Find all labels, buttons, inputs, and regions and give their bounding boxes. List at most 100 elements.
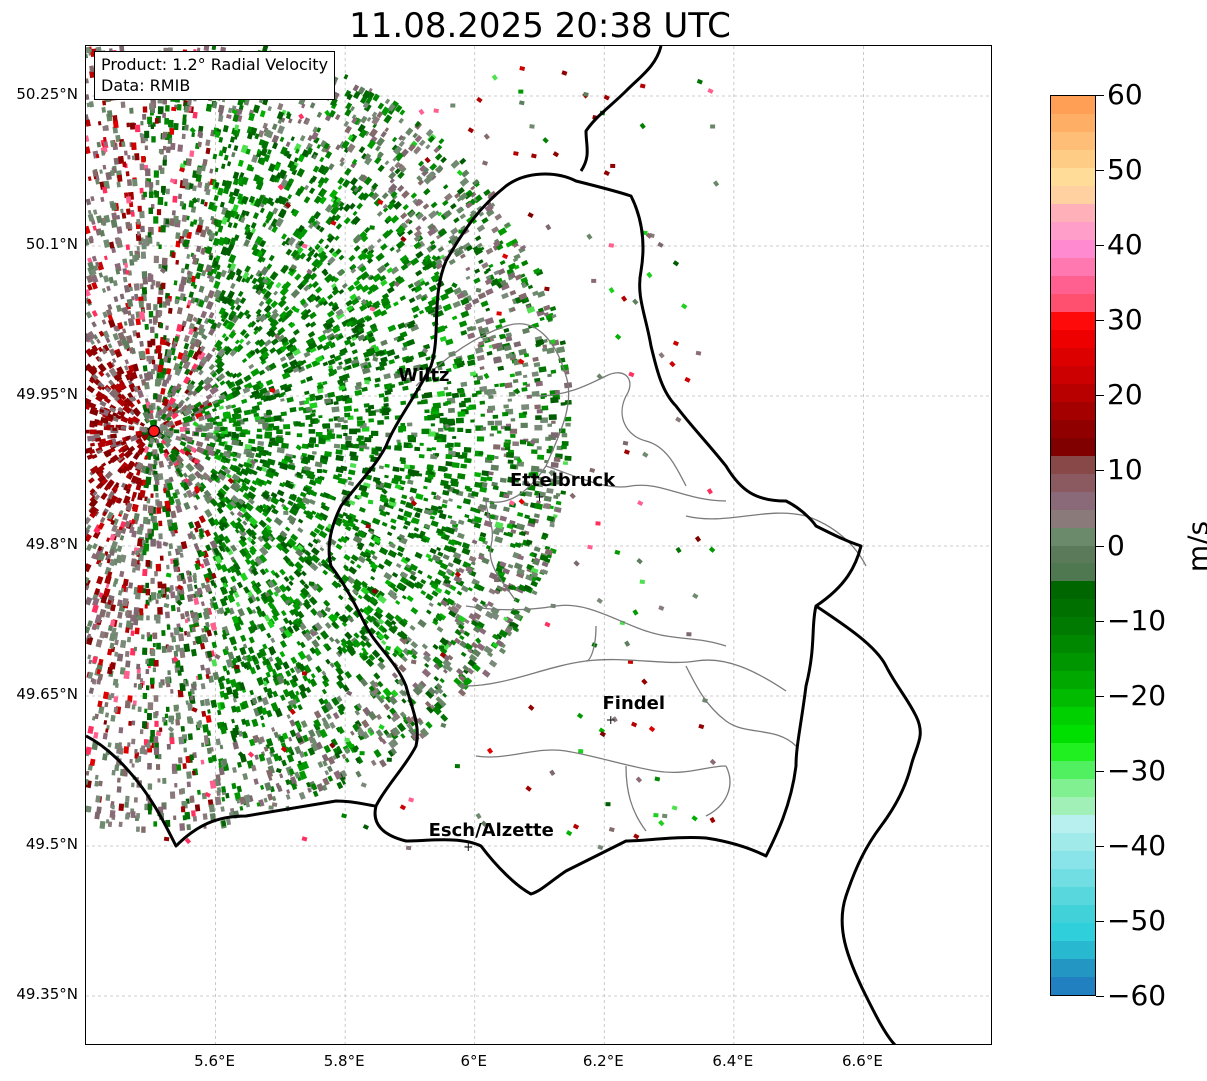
radar-echo-cell	[375, 252, 385, 262]
radar-echo-cell	[430, 273, 441, 283]
radar-echo-cell	[131, 720, 136, 726]
radar-echo-cell	[241, 398, 248, 404]
radar-echo-cell	[535, 269, 544, 277]
radar-echo-cell	[177, 193, 183, 200]
radar-echo-cell	[362, 606, 372, 616]
radar-echo-cell	[487, 420, 495, 426]
radar-echo-cell	[129, 758, 133, 764]
radar-echo-cell	[336, 674, 344, 682]
radar-echo-cell	[162, 159, 167, 166]
radar-echo-cell	[274, 707, 283, 718]
radar-echo-cell	[181, 214, 188, 223]
radar-echo-cell	[205, 422, 214, 429]
radar-echo-cell	[261, 533, 271, 543]
radar-echo-cell	[223, 312, 229, 319]
radar-echo-cell	[437, 366, 443, 371]
radar-echo-cell	[377, 735, 384, 743]
radar-echo-cell	[254, 754, 259, 760]
radar-echo-cell	[357, 421, 364, 426]
radar-echo-cell	[145, 588, 151, 596]
radar-echo-cell	[295, 721, 302, 730]
radar-echo-cell	[305, 470, 315, 478]
radar-echo-cell	[158, 520, 163, 527]
radar-echo-cell	[391, 716, 397, 723]
radar-echo-cell	[311, 258, 321, 268]
radar-echo-cell	[128, 720, 132, 726]
radar-echo-cell	[112, 332, 120, 341]
radar-echo-cell	[503, 493, 510, 499]
radar-map[interactable]: Wiltz + Ettelbruck + Findel + Esch/Alzette	[85, 45, 992, 1045]
radar-echo-cell	[520, 244, 527, 251]
radar-echo-cell	[243, 586, 250, 594]
radar-echo-cell	[280, 398, 285, 402]
radar-echo-cell	[375, 137, 385, 147]
radar-echo-cell	[103, 239, 111, 249]
radar-echo-cell	[123, 746, 129, 754]
radar-echo-cell	[430, 423, 435, 427]
radar-echo-cell	[391, 726, 401, 736]
radar-echo-cell	[442, 184, 449, 190]
radar-echo-cell	[123, 150, 128, 156]
radar-echo-cell	[465, 428, 472, 433]
radar-echo-cell	[188, 521, 195, 529]
radar-echo-cell	[397, 442, 402, 446]
radar-echo-cell	[207, 432, 214, 437]
radar-echo-cell	[197, 424, 203, 429]
radar-echo-cell	[397, 322, 406, 330]
radar-echo-cell	[94, 774, 99, 780]
radar-echo-cell	[423, 497, 429, 502]
radar-echo-cell	[150, 683, 155, 689]
radar-echo-cell	[166, 564, 170, 570]
radar-echo-cell	[260, 610, 267, 618]
radar-echo-cell	[497, 430, 502, 434]
radar-echo-cell	[109, 447, 116, 454]
radar-echo-cell	[280, 411, 287, 417]
radar-echo-cell	[294, 148, 300, 154]
radar-echo-cell	[222, 411, 232, 419]
radar-echo-cell	[255, 605, 262, 613]
radar-echo-cell	[110, 519, 116, 526]
radar-echo-cell	[399, 109, 406, 116]
radar-echo-cell	[190, 648, 197, 657]
radar-echo-cell	[280, 196, 289, 206]
radar-echo-cell	[336, 364, 343, 371]
radar-echo-cell	[182, 472, 189, 478]
radar-echo-cell	[131, 567, 137, 573]
radar-echo-cell	[271, 308, 279, 315]
radar-echo-cell	[91, 604, 99, 614]
radar-echo-cell	[297, 527, 304, 534]
radar-echo-cell	[423, 188, 431, 196]
radar-echo-cell	[374, 383, 380, 388]
radar-echo-cell	[189, 337, 197, 346]
radar-echo-cell	[244, 466, 254, 475]
radar-echo-cell	[190, 205, 197, 213]
radar-echo-cell	[548, 414, 557, 421]
radar-echo-cell	[480, 413, 485, 417]
radar-echo-cell	[92, 543, 98, 550]
radar-echo-cell	[409, 563, 419, 572]
radar-echo-cell	[376, 264, 387, 274]
radar-echo-cell	[126, 636, 132, 643]
radar-echo-cell	[290, 249, 299, 259]
radar-echo-cell	[297, 619, 303, 625]
radar-echo-cell	[394, 445, 402, 451]
radar-echo-cell	[524, 491, 533, 497]
radar-echo-cell	[449, 203, 457, 210]
radar-echo-cell	[512, 242, 519, 248]
radar-echo-cell	[116, 181, 121, 188]
radar-echo-cell	[391, 672, 399, 679]
radar-echo-cell	[155, 563, 162, 572]
radar-echo-cell	[139, 163, 145, 171]
radar-echo-cell	[154, 742, 159, 749]
radar-echo-cell	[291, 305, 297, 311]
radar-echo-cell	[517, 554, 525, 561]
radar-echo-cell	[157, 296, 163, 305]
radar-echo-cell	[467, 518, 473, 524]
radar-echo-cell	[221, 427, 226, 432]
radar-echo-cell	[405, 716, 414, 725]
radar-echo-cell	[192, 578, 198, 584]
radar-echo-cell	[424, 281, 430, 287]
radar-echo-cell	[97, 545, 103, 552]
radar-echo-cell	[88, 687, 95, 694]
radar-echo-cell	[340, 646, 348, 654]
